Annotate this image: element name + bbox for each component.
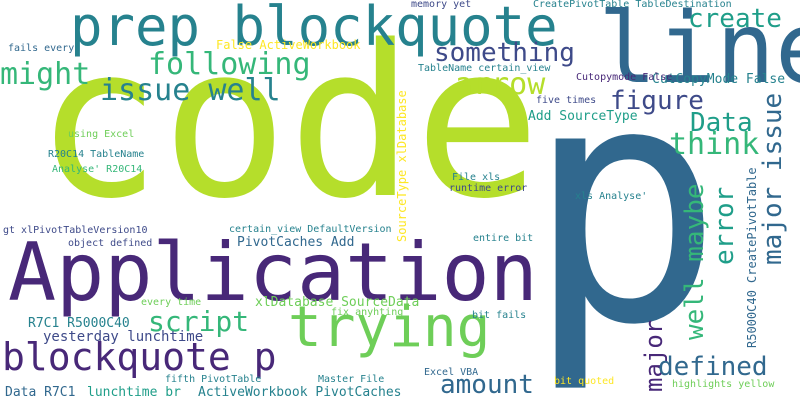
word-fifth-pivottable: fifth PivotTable — [165, 374, 262, 385]
word-arrow: arrow — [455, 67, 546, 102]
word-false-activeworkbook: False ActiveWorkbook — [216, 38, 361, 52]
word-trying: trying — [288, 295, 491, 360]
word-five-times: five times — [536, 95, 597, 106]
word-every-time: every time — [141, 297, 202, 308]
word-r5000c40-createpivottable: R5000C40 CreatePivotTable — [745, 167, 759, 348]
word-bit-quoted: bit quoted — [554, 376, 615, 387]
word-script: script — [148, 305, 250, 338]
word-master-file: Master File — [318, 374, 385, 385]
word-prep-blockquote: prep blockquote — [70, 0, 558, 58]
word-file-xls: File xls — [452, 172, 501, 183]
word-tablename-certain-view: TableName certain_view — [418, 63, 551, 74]
word-highlights-yellow: highlights yellow — [672, 379, 775, 390]
word-line: line — [598, 0, 800, 106]
word-yesterday-lunchtime: yesterday lunchtime — [43, 329, 204, 345]
word-xldatabase-sourcedata: xlDatabase SourceData — [255, 295, 420, 310]
word-blockquote-p: blockquote p — [2, 335, 277, 379]
word-issue-well: issue well — [100, 73, 281, 108]
word-excel-vba: Excel VBA — [424, 367, 479, 378]
word-code: code — [35, 0, 541, 245]
word-entire-bit: entire bit — [473, 233, 534, 244]
word-createpivottable-tabledestination: CreatePivotTable TableDestination — [533, 0, 732, 10]
word-amount: amount — [440, 370, 534, 400]
word-fix-anyhting: fix anyhting — [331, 307, 404, 318]
word-r20c14-tablename: R20C14 TableName — [48, 149, 145, 160]
word-analyse-r20c14: Analyse' R20C14 — [52, 164, 143, 175]
word-pivotcaches-add: PivotCaches Add — [237, 235, 355, 250]
word-add-sourcetype: Add SourceType — [528, 109, 638, 124]
word-xls-analyse: xls Analyse' — [575, 191, 648, 202]
word-error: error — [710, 186, 740, 265]
word-fails-every: fails every — [8, 43, 75, 54]
word-lunchtime-br: lunchtime br — [87, 385, 181, 400]
word-application: Application — [8, 226, 538, 319]
word-bit-fails: bit fails — [472, 310, 527, 321]
word-well-maybe: well maybe — [680, 183, 710, 340]
word-data-r7c1: Data R7C1 — [5, 385, 76, 400]
word-might: might — [0, 57, 91, 92]
word-data: Data — [690, 108, 753, 138]
word-cutcopymode-false: CutCopyMode False — [652, 72, 786, 87]
word-defined: defined — [658, 352, 768, 382]
word-think: think — [669, 127, 760, 162]
word-create: create — [688, 4, 782, 34]
word-figure: figure — [610, 86, 704, 116]
word-gt-xlpivottableversion10: gt xlPivotTableVersion10 — [3, 225, 148, 236]
word-sourcetype-xldatabase: SourceType xlDatabase — [395, 90, 409, 242]
word-memory-yet: memory yet — [411, 0, 472, 10]
word-major-issue: major issue — [758, 92, 788, 265]
word-r7c1-r5000c40: R7C1 R5000C40 — [28, 316, 130, 331]
word-p: p — [525, 13, 724, 397]
word-using-excel: using Excel — [68, 129, 135, 140]
word-object-defined: object defined — [68, 238, 153, 249]
word-cutopymode-false: Cutopymode False — [576, 72, 673, 83]
word-activeworkbook-pivotcaches: ActiveWorkbook PivotCaches — [198, 385, 402, 400]
word-runtime-error: runtime error — [449, 183, 528, 194]
word-following: following — [148, 47, 311, 82]
word-something: something — [434, 38, 575, 68]
word-certain-view-defaultversion: certain_view DefaultVersion — [229, 224, 392, 235]
